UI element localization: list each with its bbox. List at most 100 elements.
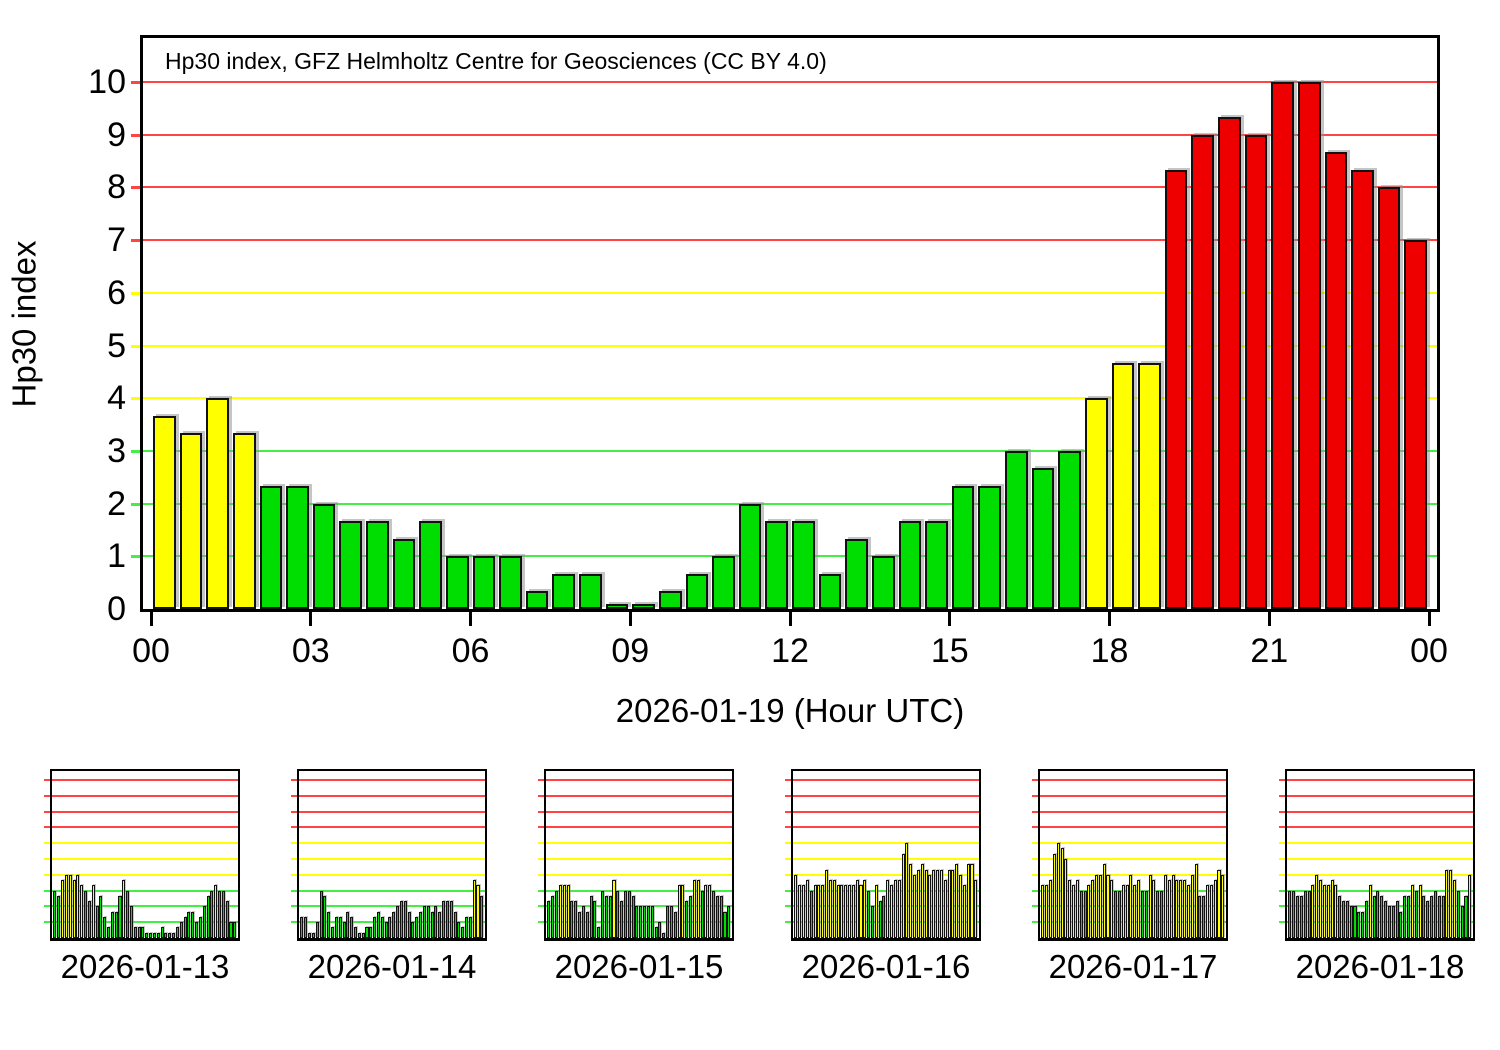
hp30-bar (1186, 885, 1190, 938)
hp30-bar (851, 885, 855, 938)
gridline (299, 794, 485, 797)
hp30-bar (103, 916, 107, 938)
hp30-bar (882, 895, 886, 938)
y-tick (131, 397, 140, 401)
hp30-bar (1407, 895, 1411, 938)
hp30-bar (327, 911, 331, 938)
hp30-bar (118, 895, 122, 938)
hp30-bar (700, 890, 704, 938)
y-tick (131, 449, 140, 453)
y-tick-label: 4 (107, 379, 126, 418)
hp30-bar (99, 895, 103, 938)
hp30-bar (620, 901, 624, 938)
hp30-bar (480, 895, 484, 938)
x-tick (1108, 612, 1111, 626)
gridline (793, 810, 979, 813)
gridline (143, 291, 1437, 294)
hp30-bar (1156, 890, 1160, 938)
hp30-bar (1324, 152, 1348, 609)
hp30-bar (1307, 890, 1311, 938)
y-tick (1279, 873, 1285, 876)
hp30-bar (662, 932, 666, 938)
hp30-bar (1433, 890, 1437, 938)
y-tick (131, 291, 140, 295)
thumbnail-date-label: 2026-01-17 (1048, 948, 1218, 985)
hp30-bar (909, 864, 913, 938)
hp30-bar (210, 890, 214, 938)
hp30-bar (924, 869, 928, 938)
hp30-bar (685, 901, 689, 938)
hp30-bar (376, 911, 380, 938)
hp30-bar (221, 890, 225, 938)
y-tick (44, 810, 50, 813)
gridline (1040, 826, 1226, 829)
y-tick (1032, 873, 1038, 876)
gridline (1040, 779, 1226, 781)
hp30-bar (898, 521, 922, 609)
hp30-bar (643, 906, 647, 938)
gridline (299, 889, 485, 892)
hp30-bar (1334, 885, 1338, 938)
hp30-bar (867, 890, 871, 938)
hp30-bar (1005, 450, 1028, 609)
gridline (546, 905, 732, 908)
gridline (546, 810, 732, 813)
hp30-bar (1152, 880, 1156, 938)
hp30-bar (1445, 869, 1449, 938)
hp30-bar (141, 927, 145, 938)
hp30-bar (286, 486, 309, 609)
hp30-bar (855, 880, 859, 938)
gridline (143, 239, 1437, 242)
hp30-bar (198, 916, 202, 938)
hp30-bar (499, 556, 522, 609)
hp30-bar (133, 927, 137, 938)
gridline (1287, 810, 1473, 813)
y-tick (1279, 810, 1285, 813)
y-tick (1279, 779, 1285, 781)
hp30-bar (419, 521, 442, 609)
hp30-bar (419, 911, 423, 938)
hp30-bar (1368, 885, 1372, 938)
y-tick (291, 858, 297, 860)
hp30-bar (1364, 901, 1368, 938)
hp30-bar (825, 869, 829, 938)
hp30-bar (1102, 864, 1106, 938)
hp30-bar (1121, 885, 1125, 938)
hp30-bar (605, 604, 629, 609)
y-tick-label: 3 (107, 431, 126, 470)
hp30-bar (1110, 880, 1114, 938)
hp30-bar (578, 911, 582, 938)
hp30-bar (57, 895, 61, 938)
hp30-bar (152, 932, 156, 938)
hp30-bar (1399, 911, 1403, 938)
gridline (546, 921, 732, 924)
hp30-bar (191, 911, 195, 938)
hp30-bar (802, 885, 806, 938)
hp30-bar (1075, 880, 1079, 938)
hp30-bar (218, 890, 222, 938)
hp30-bar (828, 880, 832, 938)
hp30-bar (1395, 901, 1399, 938)
gridline (52, 779, 238, 781)
x-tick-label: 00 (1410, 632, 1448, 670)
hp30-bar (353, 927, 358, 938)
hp30-bar (168, 932, 172, 938)
hp30-bar (631, 895, 635, 938)
hp30-bar (1361, 911, 1365, 938)
hp30-bar (1414, 890, 1418, 938)
hp30-bar (581, 906, 585, 938)
hp30-bar (1315, 874, 1319, 938)
hp30-bar (365, 927, 369, 938)
hp30-bar (1183, 880, 1187, 938)
hp30-bar (380, 916, 384, 938)
hp30-bar (1353, 906, 1357, 938)
gridline (299, 858, 485, 860)
hp30-bar (920, 864, 924, 938)
hp30-bar (1167, 880, 1171, 938)
x-tick-label: 06 (451, 632, 490, 670)
hp30-bar (1079, 890, 1083, 938)
hp30-bar (623, 890, 627, 938)
hp30-bar (689, 895, 693, 938)
hp30-bar (179, 922, 183, 938)
hp30-bar (95, 906, 99, 938)
